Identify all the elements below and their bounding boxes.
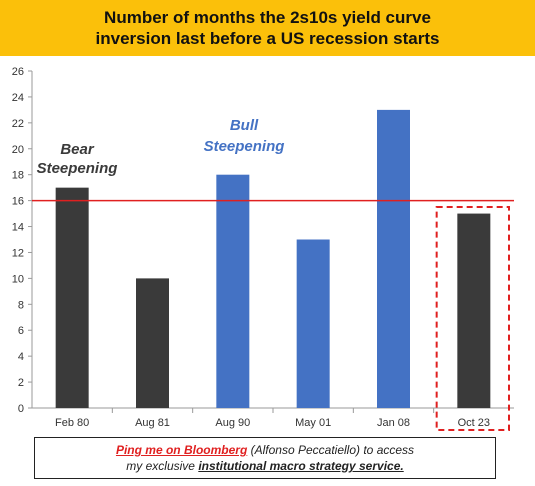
chart-title-line2: inversion last before a US recession sta… xyxy=(95,29,440,48)
y-tick-label: 12 xyxy=(12,247,24,259)
bar-jan-08 xyxy=(377,109,410,408)
highlight-dashed-box xyxy=(435,206,510,431)
bar-oct-23 xyxy=(457,213,491,408)
y-tick-label: 18 xyxy=(12,170,24,182)
y-tick-label: 8 xyxy=(18,299,24,311)
bar-feb-80 xyxy=(55,187,89,408)
y-tick-label: 16 xyxy=(12,196,24,208)
x-category-label: Feb 80 xyxy=(55,417,89,429)
x-category-label: Aug 90 xyxy=(215,417,250,429)
y-tick-label: 26 xyxy=(12,66,24,78)
x-category-label: Jan 08 xyxy=(377,417,410,429)
annotation-bull-line1: Bull xyxy=(230,117,259,134)
y-tick-label: 20 xyxy=(12,144,24,156)
x-category-label: Oct 23 xyxy=(458,417,490,429)
annotation-bear-line1: Bear xyxy=(60,141,95,158)
y-tick-label: 22 xyxy=(12,118,24,130)
annotation-bull-line2: Steepening xyxy=(204,138,285,155)
chart-title-banner: Number of months the 2s10s yield curve i… xyxy=(0,0,535,56)
x-category-label: May 01 xyxy=(295,417,331,429)
bar-aug-90 xyxy=(216,174,250,408)
bloomberg-link[interactable]: Ping me on Bloomberg xyxy=(115,443,248,457)
footer-line2: my exclusive institutional macro strateg… xyxy=(126,458,403,474)
y-tick-label: 10 xyxy=(12,273,24,285)
footer-text1: (Alfonso Peccatiello) to access xyxy=(247,443,415,457)
y-tick-label: 4 xyxy=(18,351,24,363)
chart-title-line1: Number of months the 2s10s yield curve xyxy=(104,8,431,27)
y-tick-label: 2 xyxy=(18,377,24,389)
footer-line1: Ping me on Bloomberg (Alfonso Peccatiell… xyxy=(116,442,414,458)
annotation-bear-line2: Steepening xyxy=(37,160,118,177)
bar-aug-81 xyxy=(136,278,169,408)
y-tick-label: 14 xyxy=(12,222,24,234)
y-tick-label: 6 xyxy=(18,325,24,337)
footer-text2: my exclusive xyxy=(126,459,199,473)
footer-box: Ping me on Bloomberg (Alfonso Peccatiell… xyxy=(34,437,496,479)
y-tick-label: 0 xyxy=(18,403,24,415)
y-tick-label: 24 xyxy=(12,92,24,104)
macro-service-link[interactable]: institutional macro strategy service. xyxy=(198,459,404,473)
x-category-label: Aug 81 xyxy=(135,417,170,429)
bar-may-01 xyxy=(296,239,330,408)
